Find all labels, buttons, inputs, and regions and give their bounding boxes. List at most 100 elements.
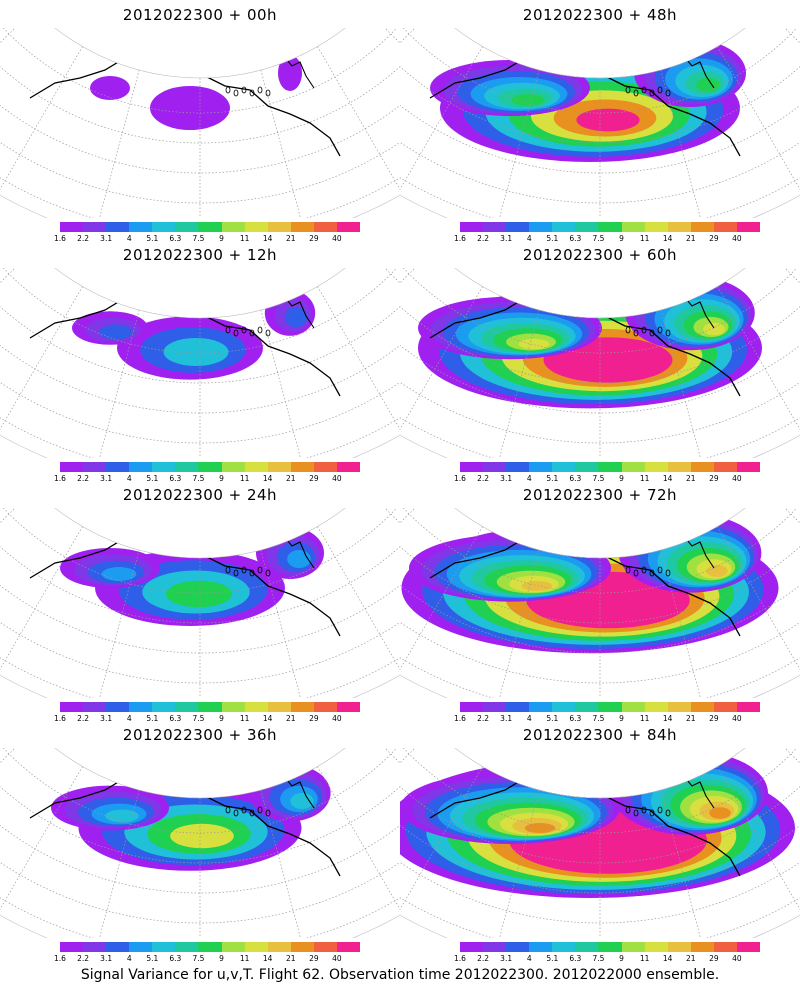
- colorbar-tick-label: 29: [309, 954, 319, 963]
- variance-contour: [99, 324, 133, 340]
- colorbar-tick-label: 14: [262, 954, 273, 963]
- colorbar-tick-label: 7.5: [192, 954, 205, 963]
- colorbar-swatch: [552, 702, 576, 712]
- colorbar-tick-label: 3.1: [500, 714, 513, 723]
- forecast-panel: 2012022300 + 72h 1.6 2.2 3.1 4 5.1 6.3 7.5 9 11 14…: [400, 480, 800, 723]
- colorbar-tick-label: 14: [662, 234, 673, 243]
- colorbar-tick-label: 21: [285, 954, 296, 963]
- colorbar-swatch: [644, 702, 668, 712]
- colorbar-tick-label: 5.1: [146, 954, 159, 963]
- island: [633, 89, 639, 97]
- variance-contour: [703, 322, 725, 336]
- variance-contour: [101, 567, 137, 581]
- colorbar-tick-label: 11: [639, 714, 650, 723]
- island: [649, 809, 655, 817]
- colorbar: [460, 702, 761, 712]
- colorbar-swatch: [60, 942, 84, 952]
- colorbar-swatch: [575, 222, 599, 232]
- variance-contour: [588, 596, 646, 616]
- variance-contour: [706, 565, 728, 577]
- colorbar-tick-label: 6.3: [169, 234, 182, 243]
- map-plot: [400, 508, 800, 698]
- colorbar-tick-label: 2.2: [77, 474, 90, 483]
- variance-contour: [165, 580, 233, 608]
- colorbar-swatch: [106, 462, 130, 472]
- island: [665, 329, 671, 337]
- colorbar-swatch: [198, 462, 222, 472]
- colorbar-tick-label: 6.3: [569, 234, 582, 243]
- colorbar-swatch: [690, 942, 714, 952]
- colorbar-labels: 1.6 2.2 3.1 4 5.1 6.3 7.5 9 11 14 21 29 40: [54, 954, 360, 964]
- colorbar-tick-label: 9: [219, 234, 224, 243]
- colorbar-swatch: [460, 222, 484, 232]
- colorbar-tick-label: 4: [126, 474, 132, 483]
- island: [657, 806, 663, 814]
- island: [225, 566, 231, 574]
- colorbar-swatch: [129, 702, 153, 712]
- map-plot: [0, 28, 400, 218]
- colorbar-swatch: [83, 702, 107, 712]
- colorbar-swatch: [552, 222, 576, 232]
- colorbar-swatch: [483, 702, 507, 712]
- colorbar-tick-label: 1.6: [54, 954, 66, 963]
- island: [641, 806, 647, 814]
- colorbar-tick-label: 3.1: [100, 474, 113, 483]
- colorbar-swatch: [129, 462, 153, 472]
- colorbar-swatch: [313, 942, 337, 952]
- colorbar-tick-label: 7.5: [192, 714, 205, 723]
- colorbar-swatch: [529, 222, 553, 232]
- island: [233, 89, 239, 97]
- colorbar-tick-label: 14: [262, 474, 273, 483]
- colorbar-swatch: [713, 702, 737, 712]
- colorbar-swatch: [290, 462, 314, 472]
- island: [633, 809, 639, 817]
- colorbar-tick-label: 7.5: [192, 474, 205, 483]
- colorbar-swatch: [313, 702, 337, 712]
- colorbar-swatch: [736, 462, 761, 472]
- island: [665, 569, 671, 577]
- island: [641, 566, 647, 574]
- island: [633, 569, 639, 577]
- variance-contour: [576, 108, 640, 132]
- colorbar-swatch: [221, 702, 245, 712]
- colorbar-tick-label: 11: [239, 714, 250, 723]
- colorbar-swatch: [460, 942, 484, 952]
- colorbar-tick-label: 11: [639, 954, 650, 963]
- colorbar-tick-label: 14: [262, 714, 273, 723]
- colorbar-swatch: [506, 222, 530, 232]
- colorbar-swatch: [336, 942, 361, 952]
- colorbar-labels: 1.6 2.2 3.1 4 5.1 6.3 7.5 9 11 14 21 29 40: [454, 954, 760, 964]
- colorbar-tick-label: 14: [662, 954, 673, 963]
- colorbar-tick-label: 7.5: [592, 714, 605, 723]
- colorbar-swatch: [290, 942, 314, 952]
- variance-contour: [696, 77, 720, 93]
- map-plot: [400, 748, 800, 938]
- colorbar-labels: 1.6 2.2 3.1 4 5.1 6.3 7.5 9 11 14 21 29 40: [54, 234, 360, 244]
- colorbar-swatch: [713, 222, 737, 232]
- colorbar-swatch: [83, 462, 107, 472]
- colorbar-swatch: [198, 222, 222, 232]
- island: [241, 86, 247, 94]
- figure-caption: Signal Variance for u,v,T. Flight 62. Ob…: [80, 967, 720, 983]
- colorbar-swatch: [83, 942, 107, 952]
- colorbar-labels: 1.6 2.2 3.1 4 5.1 6.3 7.5 9 11 14 21 29 40: [454, 234, 760, 244]
- colorbar-swatch: [198, 942, 222, 952]
- colorbar-tick-label: 40: [732, 714, 742, 723]
- panel-title: 2012022300 + 00h: [122, 6, 278, 24]
- colorbar-swatch: [598, 462, 622, 472]
- variance-contour: [284, 306, 308, 328]
- variance-contour: [524, 823, 556, 833]
- island: [249, 329, 255, 337]
- panel-title: 2012022300 + 84h: [522, 726, 678, 744]
- colorbar-tick-label: 3.1: [100, 714, 113, 723]
- colorbar-swatch: [175, 702, 199, 712]
- colorbar: [60, 222, 361, 232]
- colorbar-tick-label: 2.2: [77, 714, 90, 723]
- variance-contour: [287, 549, 311, 569]
- colorbar-tick-label: 4: [526, 954, 532, 963]
- colorbar-tick-label: 7.5: [192, 234, 205, 243]
- colorbar-swatch: [221, 222, 245, 232]
- colorbar-swatch: [690, 462, 714, 472]
- colorbar-swatch: [644, 222, 668, 232]
- colorbar-tick-label: 4: [126, 234, 132, 243]
